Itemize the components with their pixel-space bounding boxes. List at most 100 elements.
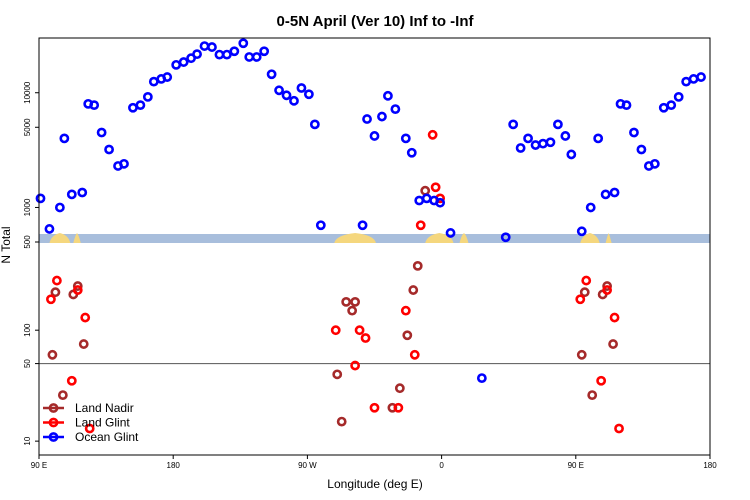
ocean-glint-point [221,49,232,60]
ocean-glint-point [435,197,446,208]
land-nadir-point [72,281,83,291]
land-glint-point [354,325,365,336]
ocean-glint-point [266,69,277,80]
ocean-glint-point [135,100,146,111]
ocean-glint-point [66,189,77,200]
land-nadir-point [341,296,352,307]
ocean-glint-point [560,131,571,141]
land-glint-point [360,333,371,343]
land-glint-point [393,402,404,413]
land-nadir-point [332,369,343,380]
y-axis-label: N Total [0,226,13,263]
land-nadir-point [50,287,61,298]
land-nadir-point [57,390,68,400]
map-strip-land [459,233,469,243]
ocean-glint-point [390,104,401,115]
land-glint-point [596,375,607,386]
legend-label-ocean-glint: Ocean Glint [75,430,139,444]
y-tick-label: 1000 [23,198,32,216]
y-tick-label: 5000 [23,118,32,136]
ocean-glint-point [545,137,556,148]
ocean-glint-point [229,46,240,57]
ocean-glint-point [119,158,129,169]
ocean-glint-point [142,91,153,102]
map-strip-ocean [39,234,710,243]
ocean-glint-point [585,202,596,213]
ocean-glint-point [476,373,487,383]
land-glint-point [84,423,95,434]
x-axis-label: Longitude (deg E) [327,477,422,491]
ocean-glint-point [178,57,189,67]
land-glint-point [369,402,380,413]
x-tick-label: 180 [703,461,717,470]
ocean-glint-point [274,85,284,96]
land-nadir-point [402,330,413,341]
ocean-glint-point [500,232,511,243]
ocean-glint-point [89,100,100,111]
ocean-glint-point [515,143,526,153]
ocean-glint-point [251,52,262,62]
land-nadir-point [350,296,361,307]
land-nadir-point [78,339,89,349]
land-glint-point [575,294,586,305]
map-strip-land [605,233,612,243]
ocean-glint-point [238,38,249,49]
ocean-glint-point [35,193,46,204]
x-tick-label: 90 E [31,461,47,470]
ocean-glint-point [296,83,307,93]
land-glint-point [415,220,426,231]
land-glint-point [614,423,624,434]
y-axis-ticks: 10 50 100 500 1000 5000 10000 [23,81,39,446]
land-glint-point [602,285,613,295]
legend-marker-land-glint [48,417,59,428]
data-points [35,38,706,434]
ocean-glint-point [445,228,456,238]
y-tick-label: 100 [23,323,32,337]
ocean-glint-point [357,220,368,231]
land-nadir-point [394,383,405,394]
ocean-glint-point [192,49,202,60]
land-glint-point [427,129,438,140]
ocean-glint-point [207,42,217,52]
x-tick-label: 90 W [298,461,317,470]
ocean-glint-point [259,46,270,57]
legend-marker-land-nadir [48,403,59,413]
ocean-glint-point [162,72,173,82]
ocean-glint-point [649,158,660,169]
y-tick-label: 500 [23,235,32,249]
land-glint-point [46,294,56,305]
ocean-glint-point [315,220,326,231]
ocean-glint-point [400,133,411,144]
land-nadir-point [576,349,587,360]
ocean-glint-point [576,226,587,237]
ocean-glint-point [369,131,380,141]
x-axis-ticks: 90 E 180 90 W 0 90 E 180 [31,455,717,470]
ocean-glint-point [406,147,417,158]
ocean-glint-point [281,90,292,101]
map-strip [39,233,710,243]
ocean-glint-point [508,119,519,130]
x-tick-label: 0 [439,461,444,470]
ocean-glint-point [104,144,114,155]
land-nadir-point [579,287,590,298]
map-strip-land [334,233,376,243]
y-tick-label: 10000 [23,81,32,104]
map-strip-land [73,233,81,243]
land-nadir-point [336,416,347,427]
map-strip-land [580,233,600,243]
land-nadir-point [608,339,618,349]
land-glint-point [51,275,62,286]
ocean-glint-point [629,127,639,138]
land-nadir-point [602,281,613,291]
ocean-glint-point [383,90,393,101]
land-glint-point [72,285,83,295]
ocean-glint-point [636,144,647,155]
land-glint-point [430,182,441,193]
land-nadir-point [347,305,358,316]
ocean-glint-point [377,111,387,122]
legend-marker-ocean-glint [48,432,59,442]
ocean-glint-point [609,187,620,198]
ocean-glint-point [44,224,55,234]
